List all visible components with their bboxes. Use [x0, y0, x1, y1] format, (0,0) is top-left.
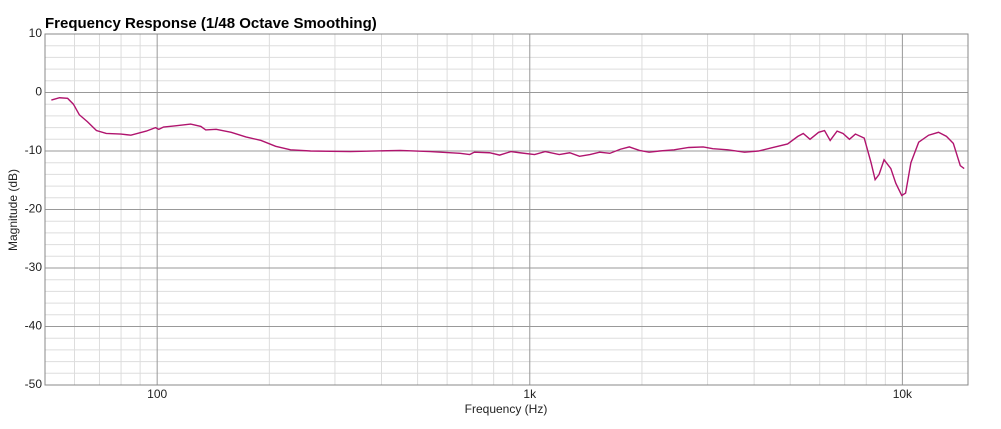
x-tick-label: 100: [147, 387, 167, 401]
y-tick-label: -40: [25, 319, 43, 333]
y-tick-label: -30: [25, 260, 43, 274]
plot-border: [44, 33, 969, 386]
y-tick-label: 0: [35, 85, 42, 99]
x-tick-label: 10k: [893, 387, 913, 401]
x-axis-label: Frequency (Hz): [465, 402, 548, 416]
y-tick-label: -20: [25, 202, 43, 216]
y-tick-label: -10: [25, 143, 43, 157]
y-axis-label: Magnitude (dB): [6, 169, 20, 251]
y-tick-label: 10: [29, 26, 43, 40]
y-tick-label: -50: [25, 377, 43, 391]
chart-title: Frequency Response (1/48 Octave Smoothin…: [45, 15, 377, 32]
x-tick-label: 1k: [523, 387, 537, 401]
data-line: [51, 97, 965, 197]
